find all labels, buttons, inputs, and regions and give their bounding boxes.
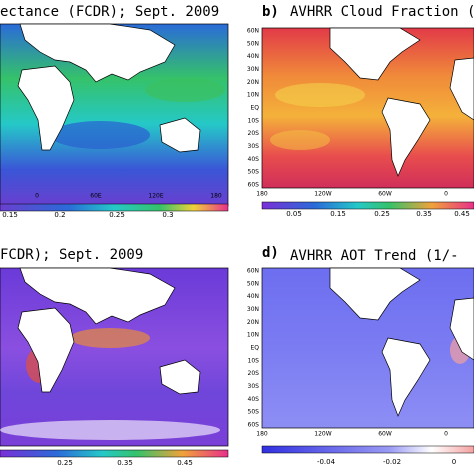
- panel-title: ectance (FCDR); Sept. 2009: [0, 4, 219, 20]
- y-label: 40N: [247, 53, 259, 60]
- y-label: 50N: [247, 280, 259, 287]
- map-pattern: [275, 83, 365, 107]
- y-label: 10S: [248, 117, 260, 124]
- land-eurasia: [19, 23, 176, 83]
- y-label: EQ: [250, 345, 259, 352]
- map-pattern: [145, 78, 225, 102]
- colorbar-label: -0.02: [383, 458, 401, 466]
- panel-title: FCDR); Sept. 2009: [0, 247, 143, 263]
- colorbar-label: 0.25: [57, 459, 73, 467]
- colorbar: [261, 445, 474, 454]
- land-africa: [17, 307, 75, 393]
- y-label: 30S: [248, 383, 260, 390]
- y-label: EQ: [250, 105, 259, 112]
- colorbar-label: 0.05: [286, 210, 302, 218]
- colorbar-label: 0.45: [177, 459, 193, 467]
- land-africa: [449, 297, 474, 361]
- map-pattern: [0, 420, 220, 440]
- y-labels: 60N 50N 40N 30N 20N 10N EQ 10S 20S 30S 40S 50S 60S: [247, 268, 259, 429]
- panel-label: d): [262, 245, 279, 261]
- y-label: 40S: [248, 156, 260, 163]
- y-label: 20S: [248, 130, 260, 137]
- y-label: 10S: [248, 357, 260, 364]
- x-label: 120W: [314, 431, 331, 438]
- y-label: 50N: [247, 40, 259, 47]
- y-label: 60S: [248, 182, 260, 189]
- x-label: 120E: [148, 193, 163, 200]
- colorbar-label: 0.2: [54, 211, 65, 219]
- x-label: 60W: [378, 431, 392, 438]
- map-pattern: [70, 328, 150, 348]
- colorbar-label: 0.35: [117, 459, 133, 467]
- y-label: 50S: [248, 409, 260, 416]
- colorbar-label: 0.15: [330, 210, 346, 218]
- x-label: 0: [35, 193, 39, 200]
- y-label: 60S: [248, 422, 260, 429]
- map-pattern: [270, 130, 330, 150]
- y-label: 20N: [247, 319, 259, 326]
- colorbar: [261, 201, 474, 210]
- land-africa: [449, 57, 474, 121]
- y-label: 30N: [247, 306, 259, 313]
- colorbar-label: 0.25: [109, 211, 125, 219]
- colorbar: [0, 203, 229, 212]
- colorbar-label: 0: [452, 458, 456, 466]
- colorbar-label: 0.15: [2, 211, 18, 219]
- colorbar-label: 0.25: [374, 210, 390, 218]
- x-label: 0: [444, 191, 448, 198]
- y-label: 40S: [248, 396, 260, 403]
- land-south-america: [381, 97, 431, 177]
- y-label: 10N: [247, 92, 259, 99]
- y-label: 30N: [247, 66, 259, 73]
- colorbar-label: -0.04: [317, 458, 336, 466]
- x-label: 60W: [378, 191, 392, 198]
- y-labels: 60N 50N 40N 30N 20N 10N EQ 10S 20S 30S 40S 50S 60S: [247, 28, 259, 189]
- land-south-america: [381, 337, 431, 417]
- y-label: 20N: [247, 79, 259, 86]
- y-label: 50S: [248, 169, 260, 176]
- land-eurasia: [19, 267, 176, 325]
- land-north-america: [329, 27, 421, 81]
- colorbar-label: 0.35: [416, 210, 432, 218]
- land-australia: [159, 359, 201, 395]
- y-label: 60N: [247, 28, 259, 35]
- x-label: 180: [210, 193, 222, 200]
- panel-label: b): [262, 4, 279, 20]
- y-label: 20S: [248, 370, 260, 377]
- panel-title: AVHRR Cloud Fraction (CDR); 2009: [290, 4, 474, 20]
- x-label: 180: [256, 431, 268, 438]
- x-label: 0: [444, 431, 448, 438]
- x-label: 180: [256, 191, 268, 198]
- y-label: 60N: [247, 268, 259, 275]
- x-label: 120W: [314, 191, 331, 198]
- map-pattern: [50, 121, 150, 149]
- land-north-america: [329, 267, 421, 321]
- land-africa: [17, 65, 75, 151]
- y-label: 10N: [247, 332, 259, 339]
- colorbar: [0, 449, 229, 458]
- y-label: 30S: [248, 143, 260, 150]
- land-australia: [159, 117, 201, 153]
- x-label: 60E: [90, 193, 102, 200]
- colorbar-label: 0.3: [162, 211, 173, 219]
- colorbar-label: 0.45: [454, 210, 470, 218]
- panel-title: AVHRR AOT Trend (1/-: [290, 248, 459, 264]
- y-label: 40N: [247, 293, 259, 300]
